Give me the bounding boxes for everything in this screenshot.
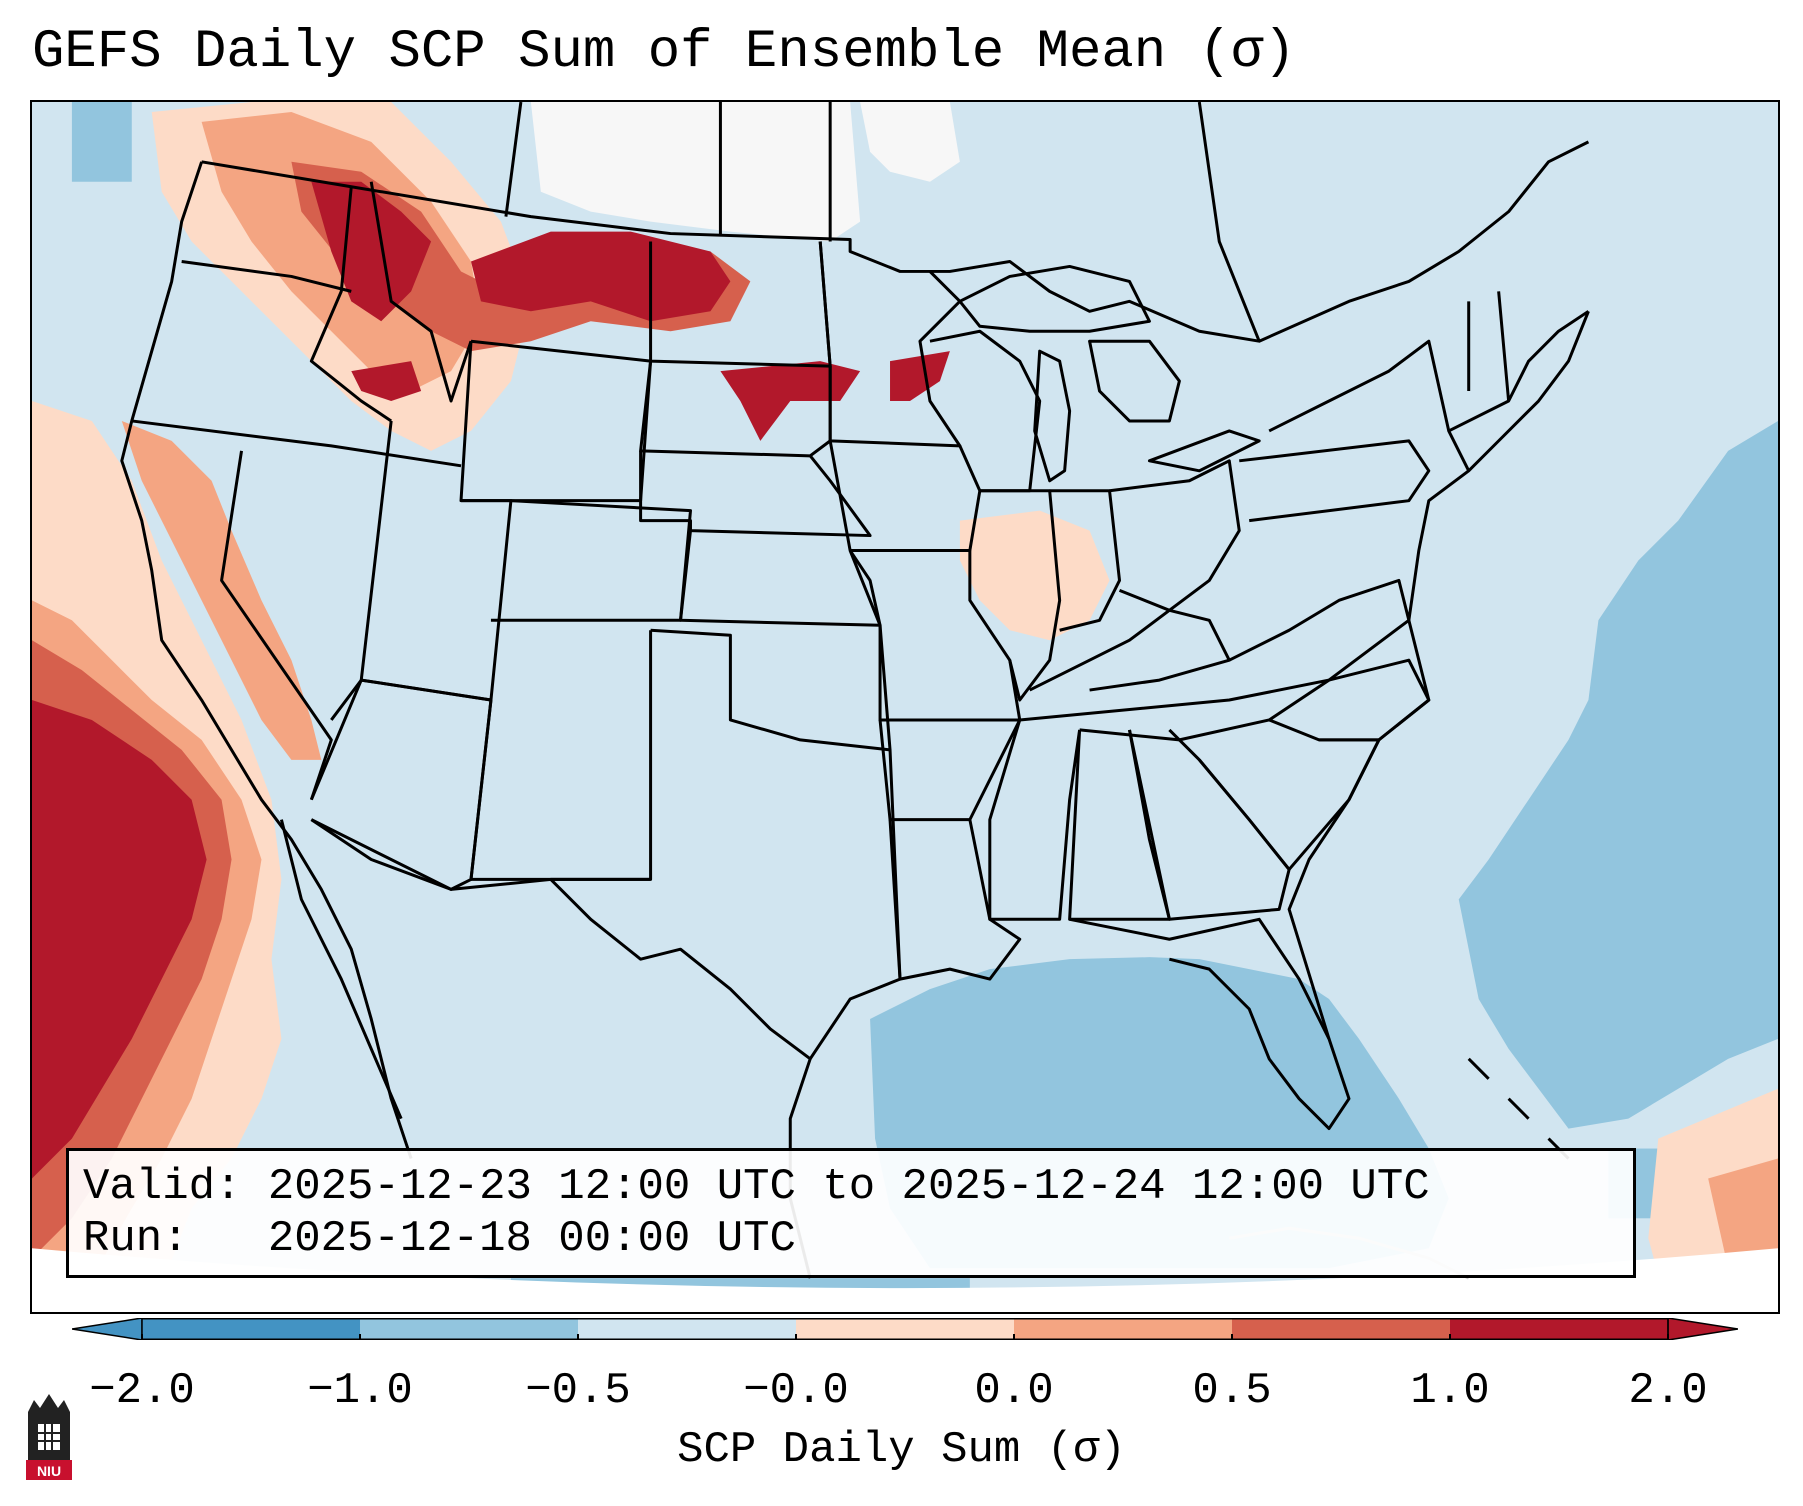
georgia-border	[1128, 728, 1291, 921]
us-canada-border	[201, 140, 1590, 343]
wyoming-border	[461, 339, 653, 503]
lake-superior	[958, 264, 1151, 333]
north-carolina-border	[1268, 658, 1431, 742]
nw-ocean-patch	[71, 102, 132, 182]
pacific-anomaly-max	[32, 700, 207, 1179]
nevada-east	[330, 420, 393, 721]
niu-banner	[26, 1460, 72, 1480]
illinois-border	[979, 489, 1062, 702]
virginia-border	[1228, 578, 1411, 682]
nd-anomaly-max	[720, 361, 861, 441]
wa-or-border	[181, 259, 352, 293]
lake-huron	[1088, 339, 1181, 423]
anomaly-layer	[32, 102, 1778, 1312]
iowa-border	[828, 440, 982, 553]
colorbar-extend-max	[1667, 1318, 1738, 1340]
colorbar-extend-min	[72, 1318, 143, 1340]
niu-logo: NIU	[26, 1394, 72, 1480]
montana-idaho	[369, 181, 473, 403]
mississippi-border	[988, 719, 1082, 921]
nevada-border	[220, 450, 333, 801]
valid-value: 2025-12-23 12:00 UTC to 2025-12-24 12:00…	[267, 1162, 1430, 1212]
montana-east-max	[470, 231, 731, 322]
map-title: GEFS Daily SCP Sum of Ensemble Mean (σ)	[32, 22, 1296, 83]
idaho-border	[309, 186, 393, 423]
niu-window-grid	[38, 1424, 60, 1450]
colorbar-tick-label: 1.0	[1410, 1366, 1490, 1416]
colorbar-tick-label: −0.0	[743, 1366, 849, 1416]
colorbar-segment	[1450, 1318, 1669, 1340]
pacific-coastline	[120, 161, 413, 1159]
map-edge-mask	[32, 1248, 1778, 1312]
atlantic-coastline	[1287, 310, 1590, 1040]
colorbar-segment	[1014, 1318, 1233, 1340]
california-anomaly	[121, 420, 322, 760]
colorbar-tick-label: 0.0	[974, 1366, 1054, 1416]
indiana-border	[1049, 489, 1122, 632]
colorbar	[72, 1318, 1738, 1340]
kentucky-border	[1029, 608, 1231, 692]
south-carolina-border	[1198, 738, 1381, 871]
montana-anomaly-max	[311, 181, 432, 322]
florida-border	[1069, 917, 1351, 1131]
wisconsin-anomaly-max	[890, 351, 950, 402]
caribbean-anomaly-mid	[1708, 1158, 1778, 1279]
idaho-anomaly-max	[351, 361, 422, 402]
colorbar-segment	[360, 1318, 579, 1340]
colorbar-tick-label: −1.0	[307, 1366, 413, 1416]
colorbar-segment	[796, 1318, 1015, 1340]
alabama-border	[1068, 729, 1171, 921]
quebec-neutral	[860, 102, 960, 182]
new-mexico-border	[469, 630, 653, 881]
valid-label: Valid:	[83, 1162, 242, 1212]
minnesota-border	[818, 241, 962, 448]
texas-border	[549, 749, 902, 1061]
niu-text: NIU	[37, 1463, 61, 1479]
colorbar-segment	[142, 1318, 361, 1340]
valid-line: Valid: 2025-12-23 12:00 UTC to 2025-12-2…	[83, 1161, 1619, 1213]
or-ca-border	[131, 419, 462, 468]
oklahoma-border	[650, 625, 892, 752]
niu-window-icon	[38, 1424, 60, 1450]
run-label: Run:	[83, 1214, 242, 1264]
state-borders	[120, 102, 1590, 1280]
run-value: 2025-12-18 00:00 UTC	[267, 1214, 796, 1264]
canada-province-lines	[504, 102, 1261, 342]
new-york-border	[1268, 339, 1471, 472]
scp-map	[32, 102, 1778, 1312]
tennessee-border	[1019, 678, 1331, 742]
ohio-border	[1109, 459, 1241, 612]
canada-neutral	[530, 102, 861, 242]
atlantic-ocean	[1458, 420, 1778, 1129]
colorbar-label: SCP Daily Sum (σ)	[677, 1425, 1126, 1475]
new-england-borders	[1448, 291, 1590, 433]
ohio-valley-anomaly	[959, 510, 1110, 641]
map-panel	[30, 100, 1780, 1314]
colorbar-tick-label: 0.5	[1192, 1366, 1272, 1416]
validity-info-box: Valid: 2025-12-23 12:00 UTC to 2025-12-2…	[66, 1148, 1636, 1278]
colorbar-tick-label: 2.0	[1628, 1366, 1708, 1416]
colorbar-tick-label: −0.5	[525, 1366, 631, 1416]
mexico-border	[310, 818, 551, 891]
louisiana-border	[888, 819, 1022, 981]
run-line: Run: 2025-12-18 00:00 UTC	[83, 1213, 1619, 1265]
colorbar-frame	[141, 1318, 1669, 1340]
arkansas-border	[878, 719, 1022, 822]
lake-erie	[1147, 429, 1261, 473]
baja-peninsula	[279, 819, 403, 1120]
colorbar-segment	[1232, 1318, 1451, 1340]
lake-michigan	[1033, 349, 1072, 483]
colorado-border	[490, 499, 692, 622]
colorbar-tick-label: −2.0	[89, 1366, 195, 1416]
colorbar-segment	[578, 1318, 797, 1340]
pennsylvania-border	[1239, 439, 1431, 523]
